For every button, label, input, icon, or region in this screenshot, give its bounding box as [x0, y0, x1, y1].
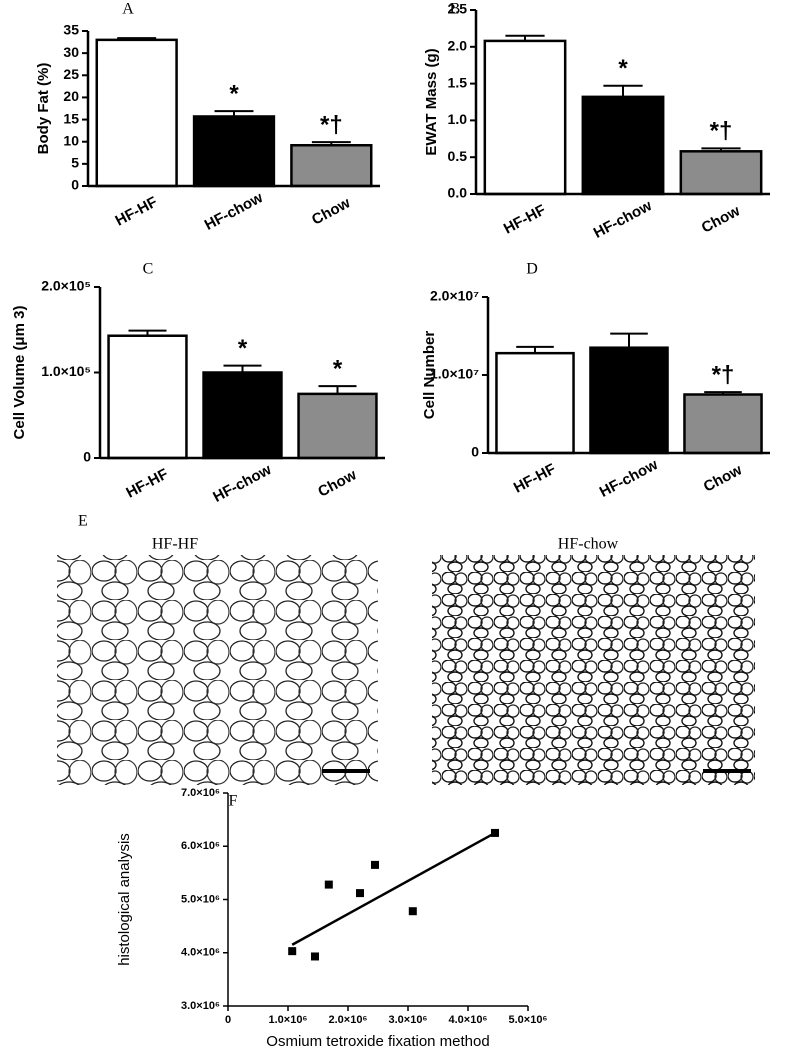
y-tick-label: 1.0×10⁷: [430, 366, 479, 382]
y-tick-label: 1.0×10⁵: [41, 363, 91, 379]
x-tick-label: HF-chow: [597, 456, 661, 501]
panel-label: F: [229, 793, 238, 810]
panel-label: C: [143, 261, 154, 278]
bar: [581, 95, 665, 196]
panel-label: E: [78, 513, 88, 530]
bar: [95, 38, 178, 188]
x-tick-label: Chow: [701, 461, 745, 495]
y-axis-label: Cell Volume (μm 3): [11, 306, 28, 440]
significance-label: *: [618, 55, 628, 82]
significance-label: *: [229, 81, 239, 108]
y-tick-label: 25: [63, 66, 79, 82]
x-tick-label: 5.0×10⁶: [508, 1014, 547, 1026]
y-tick-label: 3.0×10⁶: [181, 1000, 220, 1012]
histology-image: [432, 555, 755, 785]
bar: [683, 393, 763, 455]
y-tick-label: 0: [71, 177, 79, 193]
x-tick-label: HF-HF: [113, 193, 161, 229]
x-tick-label: HF-HF: [123, 465, 171, 501]
y-tick-label: 2.5: [448, 1, 468, 17]
y-tick-label: 1.5: [448, 74, 468, 90]
bar: [107, 334, 188, 460]
x-tick-label: HF-HF: [501, 201, 549, 237]
y-tick-label: 5: [71, 155, 79, 171]
y-tick-label: 35: [63, 22, 79, 38]
x-tick-label: HF-chow: [591, 197, 655, 242]
x-tick-label: 1.0×10⁶: [268, 1014, 307, 1026]
y-tick-label: 7.0×10⁶: [181, 787, 220, 799]
y-tick-label: 0: [471, 444, 479, 460]
point: [288, 947, 297, 956]
panel-label: B: [450, 1, 461, 18]
bar: [483, 39, 567, 196]
image-label: HF-chow: [558, 536, 619, 553]
significance-label: *: [333, 356, 343, 383]
point: [356, 889, 364, 898]
y-tick-label: 15: [63, 110, 79, 126]
x-tick-label: HF-HF: [511, 460, 559, 496]
x-tick-label: 2.0×10⁶: [328, 1014, 367, 1026]
point: [491, 828, 499, 837]
fit-line: [291, 831, 496, 946]
bar: [589, 346, 669, 455]
bar: [202, 371, 283, 460]
histology-image: [57, 555, 378, 785]
y-tick-label: 0.5: [448, 148, 468, 164]
bar: [297, 392, 378, 460]
significance-label: *†: [320, 112, 343, 139]
bar: [679, 150, 763, 196]
y-axis-label: Cell Number: [421, 331, 438, 420]
y-tick-label: 2.0: [448, 38, 468, 54]
x-tick-label: HF-chow: [210, 461, 274, 506]
significance-label: *†: [710, 118, 733, 145]
x-tick-label: 3.0×10⁶: [388, 1014, 427, 1026]
panel-label: A: [122, 1, 134, 18]
y-axis-label: EWAT Mass (g): [423, 48, 440, 155]
significance-label: *†: [712, 362, 735, 389]
y-tick-label: 5.0×10⁶: [181, 893, 220, 905]
x-tick-label: HF-chow: [202, 189, 266, 234]
x-tick-label: Chow: [309, 194, 353, 228]
point: [371, 860, 379, 869]
point: [324, 880, 333, 889]
x-tick-label: 4.0×10⁶: [448, 1014, 487, 1026]
bar: [192, 115, 276, 188]
bar: [290, 144, 373, 188]
x-tick-label: Chow: [699, 202, 743, 236]
y-tick-label: 6.0×10⁶: [181, 840, 220, 852]
y-tick-label: 4.0×10⁶: [181, 947, 220, 959]
y-axis-label: histological analysis: [116, 833, 133, 966]
point: [311, 952, 319, 961]
y-tick-label: 30: [63, 44, 79, 60]
y-tick-label: 2.0×10⁵: [41, 278, 91, 294]
point: [408, 907, 417, 916]
y-tick-label: 10: [63, 132, 79, 148]
y-tick-label: 2.0×10⁷: [430, 288, 479, 304]
y-tick-label: 0: [83, 449, 91, 465]
significance-label: *: [238, 335, 248, 362]
bar: [495, 351, 575, 455]
x-axis-label: Osmium tetroxide fixation method: [266, 1033, 489, 1050]
y-axis-label: Body Fat (%): [35, 63, 52, 155]
x-tick-label: 0: [225, 1014, 231, 1026]
panel-label: D: [526, 261, 538, 278]
y-tick-label: 0.0: [448, 185, 468, 201]
image-label: HF-HF: [152, 536, 198, 553]
x-tick-label: Chow: [315, 466, 359, 500]
y-tick-label: 20: [63, 88, 79, 104]
y-tick-label: 1.0: [448, 111, 468, 127]
